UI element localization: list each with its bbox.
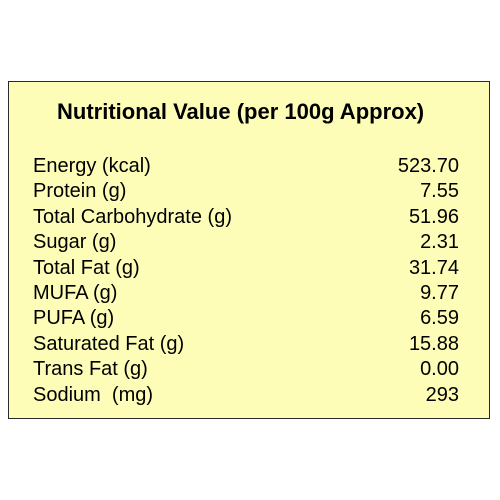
nutrient-value: 7.55	[420, 180, 459, 203]
nutrient-label: Sugar (g)	[33, 231, 117, 254]
nutrient-value: 6.59	[420, 307, 459, 330]
nutrient-value: 15.88	[408, 332, 459, 355]
nutrient-label: Total Fat (g)	[33, 256, 140, 279]
nutrient-label: Total Carbohydrate (g)	[33, 205, 232, 228]
nutrition-panel: Nutritional Value (per 100g Approx) Ener…	[8, 81, 490, 419]
nutrient-label: Trans Fat (g)	[33, 358, 148, 381]
nutrient-label: Energy (kcal)	[33, 155, 151, 177]
nutrient-value: 293	[425, 383, 459, 406]
nutrition-row: MUFA (g) 9.77	[33, 281, 473, 306]
nutrition-row: Energy (kcal) 523.70	[33, 154, 473, 179]
nutrient-value: 31.74	[408, 256, 459, 279]
nutrition-table: Energy (kcal) 523.70 Protein (g) 7.55 To…	[33, 154, 473, 408]
nutrient-value: 0.00	[420, 358, 459, 381]
nutrient-value: 9.77	[420, 281, 459, 304]
nutrition-row: Trans Fat (g) 0.00	[33, 357, 473, 382]
nutrition-row: Total Carbohydrate (g) 51.96	[33, 205, 473, 230]
nutrient-label: Saturated Fat (g)	[33, 332, 185, 355]
nutrition-row: PUFA (g) 6.59	[33, 306, 473, 331]
nutrition-row: Protein (g) 7.55	[33, 179, 473, 204]
nutrition-row: Saturated Fat (g) 15.88	[33, 332, 473, 357]
nutrition-row: Total Fat (g) 31.74	[33, 256, 473, 281]
nutrient-label: PUFA (g)	[33, 307, 115, 330]
nutrition-title: Nutritional Value (per 100g Approx)	[57, 99, 425, 124]
nutrition-row: Sodium (mg) 293	[33, 383, 473, 408]
nutrient-value: 523.70	[397, 155, 459, 177]
nutrient-value: 2.31	[420, 231, 459, 254]
nutrient-value: 51.96	[408, 205, 459, 228]
nutrient-label: Protein (g)	[33, 180, 127, 203]
nutrient-label: MUFA (g)	[33, 281, 118, 304]
nutrition-row: Sugar (g) 2.31	[33, 230, 473, 255]
nutrient-label: Sodium (mg)	[33, 383, 154, 406]
